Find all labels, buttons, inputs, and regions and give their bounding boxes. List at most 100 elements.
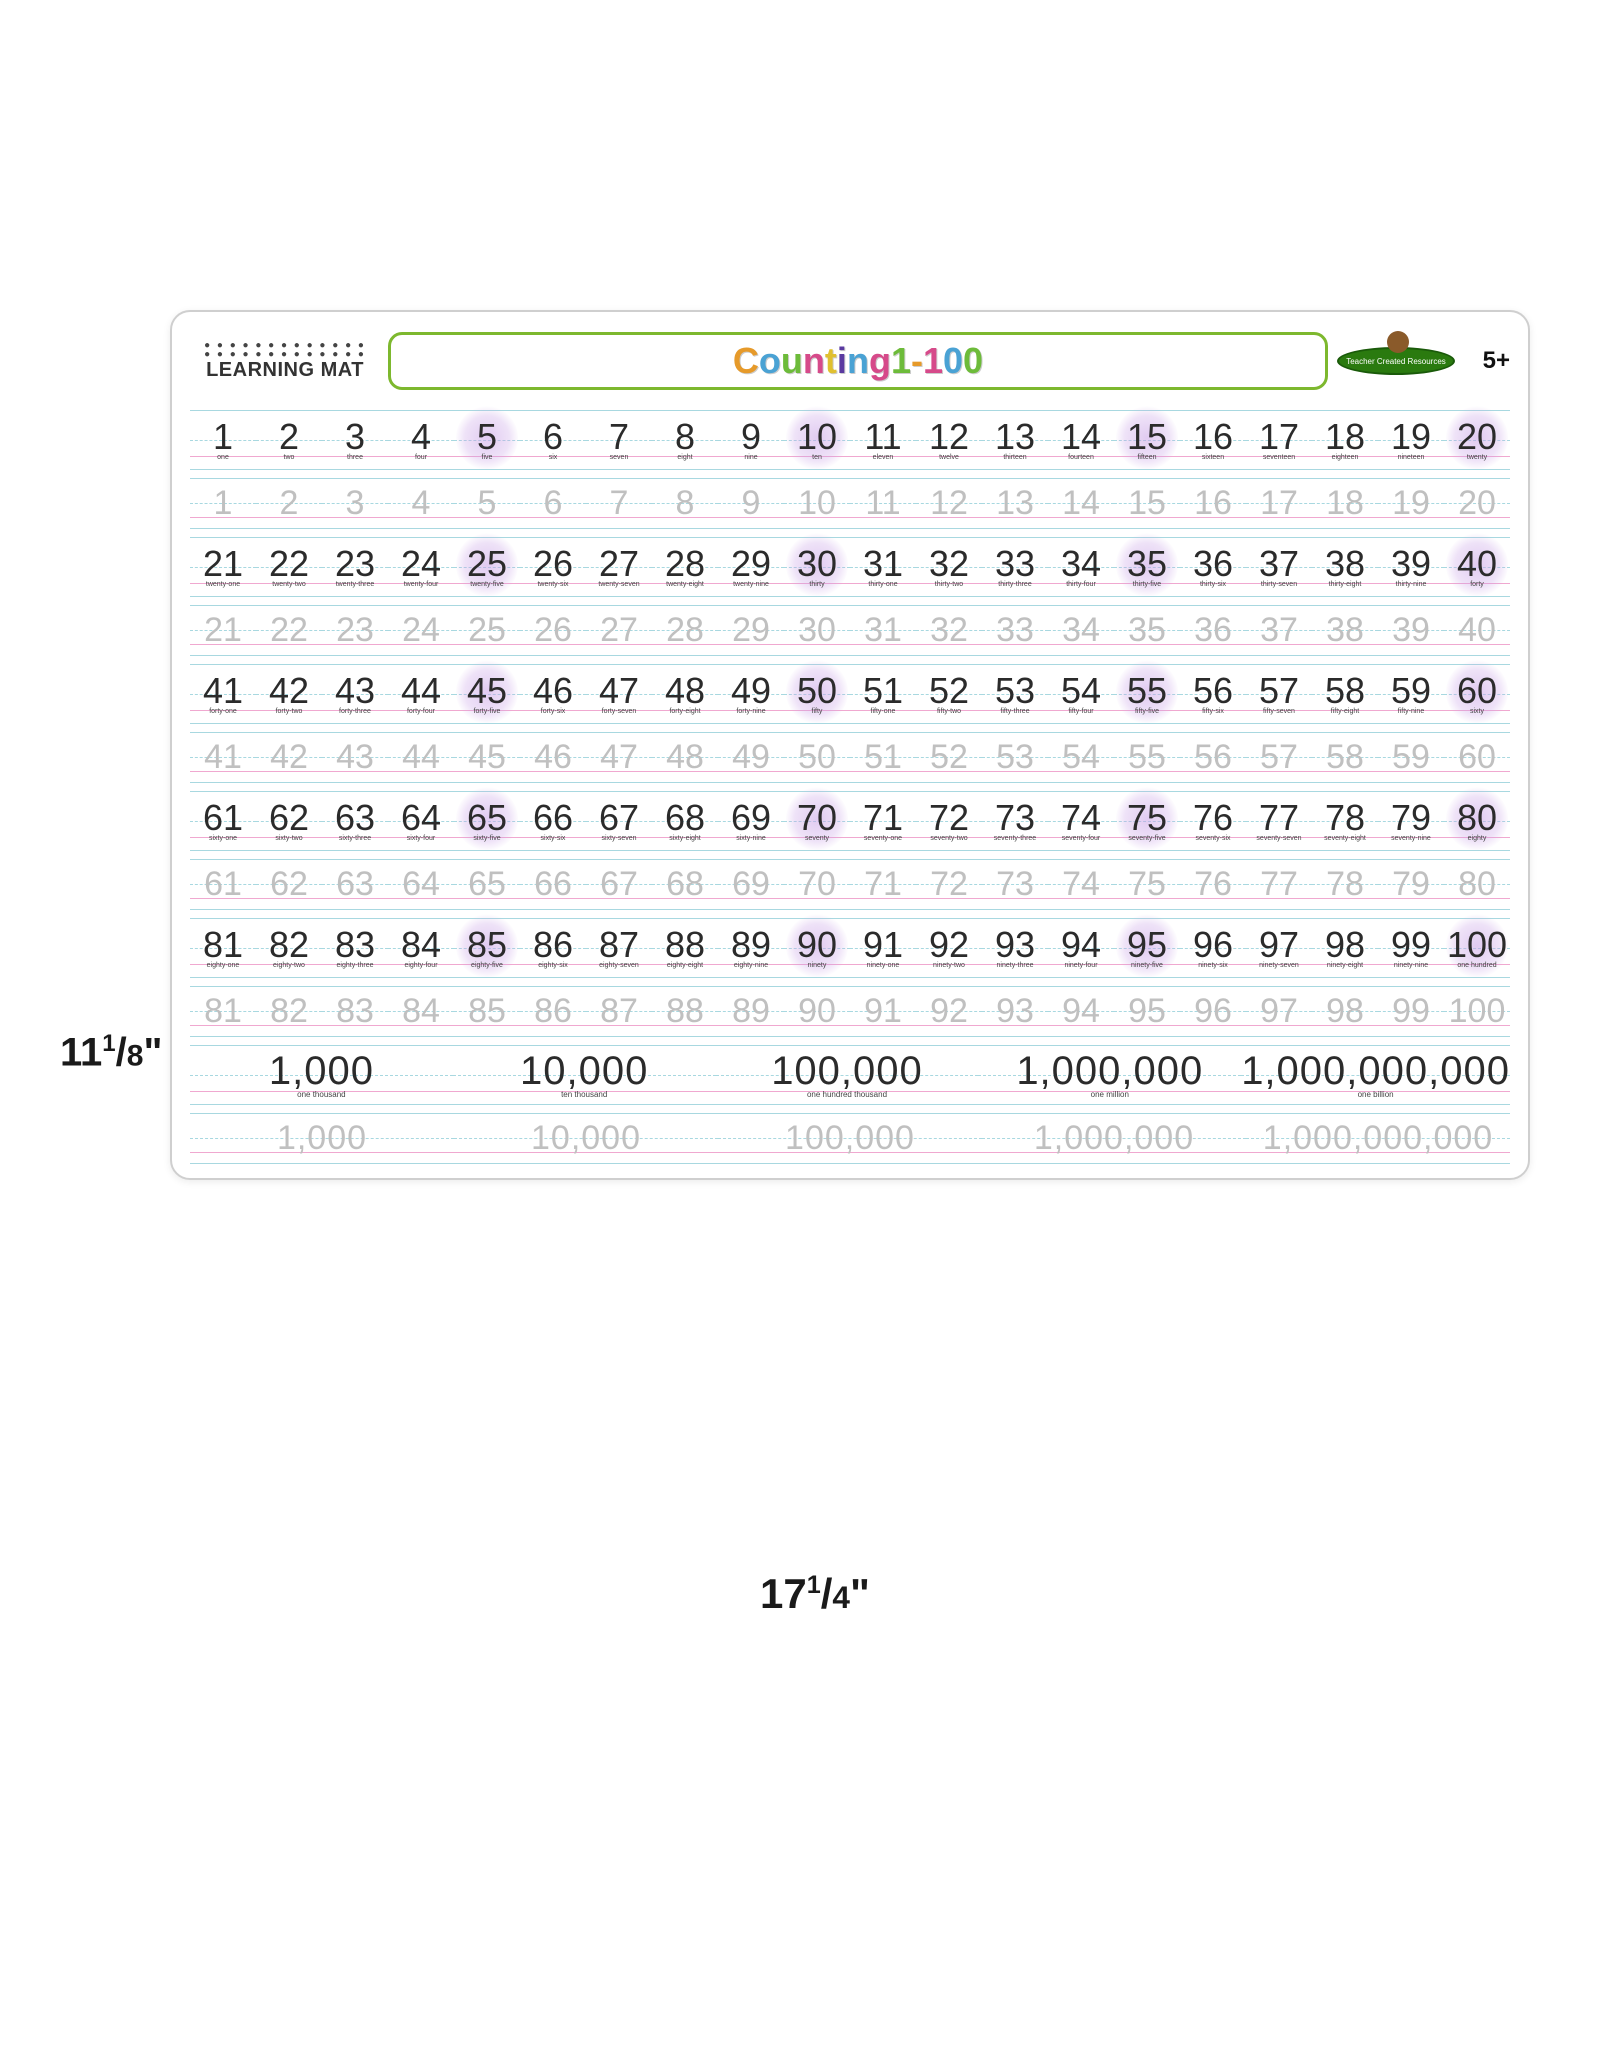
number-cell: 59fifty-nine [1378,658,1444,726]
trace-number: 81 [204,994,242,1028]
trace-number: 7 [610,486,629,520]
mat-title: Counting 1-100 [733,340,983,382]
trace-number: 49 [732,740,770,774]
trace-number: 48 [666,740,704,774]
number-word: nineteen [1398,454,1425,461]
trace-number: 42 [270,740,308,774]
number-word: sixty-one [209,835,237,842]
title-pill: Counting 1-100 [388,332,1328,390]
number-word: ninety-six [1198,962,1228,969]
number-cell: 49forty-nine [718,658,784,726]
big-number-cell: 10,000ten thousand [453,1039,716,1107]
trace-cell: 95 [1114,980,1180,1039]
big-number-cell: 1,000,000,000one billion [1241,1039,1510,1107]
trace-cell: 13 [982,472,1048,531]
big-number-cell: 1,000one thousand [190,1039,453,1107]
number-word: eighty-three [337,962,374,969]
number-value: 17 [1259,419,1299,455]
trace-number: 85 [468,994,506,1028]
trace-cell: 76 [1180,853,1246,912]
number-value: 9 [741,419,761,455]
number-word: ninety [808,962,827,969]
number-value: 57 [1259,673,1299,709]
trace-cell: 1 [190,472,256,531]
number-cell: 10ten [784,404,850,472]
number-word: eighty-four [404,962,437,969]
trace-cell: 33 [982,599,1048,658]
big-trace-cell: 100,000 [718,1107,982,1166]
height-num: 1 [102,1030,115,1057]
trace-number: 90 [798,994,836,1028]
trace-number: 50 [798,740,836,774]
number-value: 98 [1325,927,1365,963]
number-value: 20 [1457,419,1497,455]
trace-cell: 100 [1444,980,1510,1039]
trace-cell: 55 [1114,726,1180,785]
number-word: eight [677,454,692,461]
number-cell: 76seventy-six [1180,785,1246,853]
big-trace-row: 1,00010,000100,0001,000,0001,000,000,000 [190,1107,1510,1166]
number-cell: 87eighty-seven [586,912,652,980]
number-cell: 83eighty-three [322,912,388,980]
number-value: 56 [1193,673,1233,709]
number-word: eighty-two [273,962,305,969]
number-word: sixty-nine [736,835,766,842]
number-cell: 62sixty-two [256,785,322,853]
trace-number: 66 [534,867,572,901]
number-value: 15 [1127,419,1167,455]
number-word: twenty-four [404,581,439,588]
big-number-word: one billion [1358,1090,1394,1099]
number-cell: 23twenty-three [322,531,388,599]
trace-cell: 10 [784,472,850,531]
number-value: 33 [995,546,1035,582]
trace-cell: 80 [1444,853,1510,912]
trace-cell: 9 [718,472,784,531]
trace-number: 11 [865,486,900,520]
trace-cell: 71 [850,853,916,912]
number-value: 31 [863,546,903,582]
number-word: ninety-four [1064,962,1097,969]
trace-number: 20 [1458,486,1496,520]
trace-cell: 86 [520,980,586,1039]
number-row: 21twenty-one22twenty-two23twenty-three24… [190,531,1510,599]
number-word: twenty-six [537,581,568,588]
number-value: 42 [269,673,309,709]
trace-cell: 8 [652,472,718,531]
number-cell: 95ninety-five [1114,912,1180,980]
number-cell: 84eighty-four [388,912,454,980]
number-value: 59 [1391,673,1431,709]
number-cell: 91ninety-one [850,912,916,980]
number-word: ninety-five [1131,962,1163,969]
trace-cell: 46 [520,726,586,785]
trace-cell: 7 [586,472,652,531]
trace-cell: 30 [784,599,850,658]
number-value: 38 [1325,546,1365,582]
number-cell: 54fifty-four [1048,658,1114,726]
trace-cell: 49 [718,726,784,785]
big-number-value: 1,000,000 [1016,1051,1203,1091]
number-value: 53 [995,673,1035,709]
trace-number: 96 [1194,994,1232,1028]
number-row: 1one2two3three4four5five6six7seven8eight… [190,404,1510,472]
trace-cell: 62 [256,853,322,912]
trace-cell: 31 [850,599,916,658]
trace-cell: 23 [322,599,388,658]
number-value: 36 [1193,546,1233,582]
decorative-dots: ● ● ● ● ● ● ● ● ● ● ● ● ●● ● ● ● ● ● ● ●… [190,341,380,359]
trace-cell: 41 [190,726,256,785]
trace-number: 17 [1260,486,1298,520]
number-word: thirty-seven [1261,581,1297,588]
trace-number: 94 [1062,994,1100,1028]
number-cell: 51fifty-one [850,658,916,726]
trace-number: 59 [1392,740,1430,774]
number-value: 87 [599,927,639,963]
trace-number: 16 [1194,486,1232,520]
number-word: twenty-seven [598,581,639,588]
trace-row: 6162636465666768697071727374757677787980 [190,853,1510,912]
mat-header: ● ● ● ● ● ● ● ● ● ● ● ● ●● ● ● ● ● ● ● ●… [190,326,1510,396]
number-value: 45 [467,673,507,709]
trace-number: 18 [1326,486,1364,520]
trace-cell: 59 [1378,726,1444,785]
number-cell: 66sixty-six [520,785,586,853]
number-cell: 47forty-seven [586,658,652,726]
